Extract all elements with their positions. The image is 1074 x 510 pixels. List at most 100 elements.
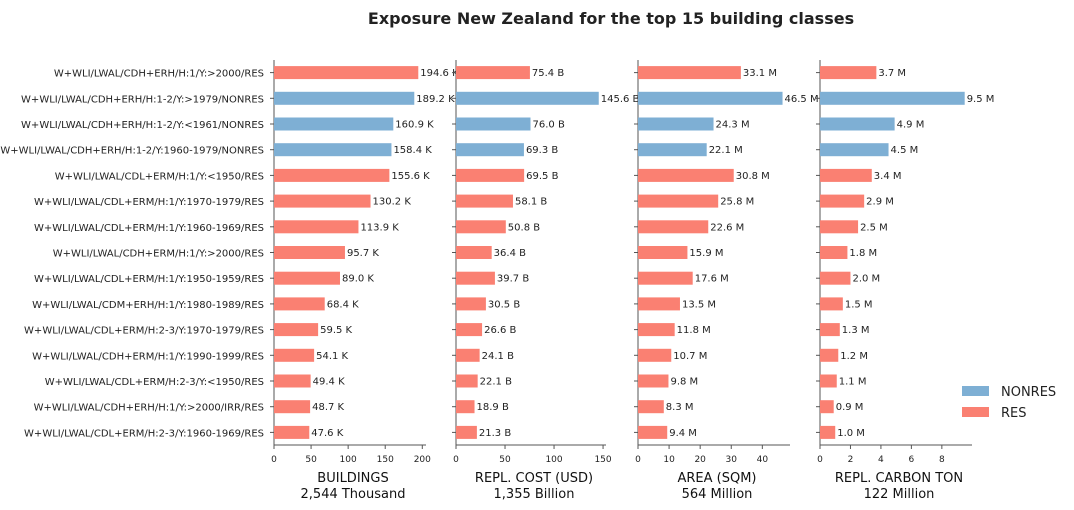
bar — [820, 246, 848, 259]
data-label: 50.8 B — [508, 222, 540, 233]
bar — [274, 400, 311, 414]
category-label: W+WLI/LWAL/CDL+ERM/H:1/Y:1960-1969/RES — [34, 223, 264, 234]
bar — [274, 168, 390, 182]
bar — [638, 246, 688, 259]
bar — [638, 323, 675, 337]
bar — [638, 66, 741, 80]
data-label: 160.9 K — [395, 120, 434, 131]
data-label: 1.1 M — [839, 377, 867, 388]
data-label: 36.4 B — [494, 248, 526, 259]
category-label: W+WLI/LWAL/CDH+ERH/H:1/Y:>2000/IRR/RES — [34, 403, 264, 414]
bar — [820, 425, 836, 439]
x-tick-label: 40 — [757, 455, 769, 465]
data-label: 49.4 K — [313, 377, 345, 388]
data-label: 30.5 B — [488, 299, 520, 310]
category-label: W+WLI/LWAL/CDL+ERM/H:2-3/Y:1970-1979/RES — [24, 326, 264, 337]
panel-3: 33.1 M 46.5 M 24.3 M 22.1 M 30.8 M 25.8 M 22.6… — [634, 60, 819, 502]
x-tick-label: 0 — [635, 455, 641, 465]
bar — [820, 271, 851, 285]
category-label: W+WLI/LWAL/CDH+ERH/H:1-2/Y:1960-1979/NON… — [0, 146, 264, 157]
category-label: W+WLI/LWAL/CDH+ERH/H:1-2/Y:<1961/NONRES — [21, 120, 264, 131]
x-tick-label: 8 — [939, 455, 945, 465]
bar — [274, 374, 311, 388]
data-label: 54.1 K — [316, 351, 348, 362]
legend-label: RES — [1001, 406, 1027, 421]
category-label: W+WLI/LWAL/CDH+ERM/H:1/Y:1990-1999/RES — [32, 351, 264, 362]
data-label: 9.4 M — [669, 428, 697, 439]
bar — [274, 66, 419, 80]
x-tick-label: 200 — [414, 455, 431, 465]
bar — [274, 220, 359, 234]
data-label: 17.6 M — [695, 274, 729, 285]
data-label: 1.3 M — [842, 325, 870, 336]
bar — [820, 297, 843, 311]
x-tick-label: 0 — [271, 455, 277, 465]
bar — [638, 220, 709, 234]
data-label: 189.2 K — [416, 94, 455, 105]
data-label: 69.3 B — [526, 145, 558, 156]
data-label: 24.1 B — [482, 351, 514, 362]
data-label: 22.6 M — [710, 222, 744, 233]
bar — [820, 400, 834, 414]
data-label: 1.5 M — [845, 299, 873, 310]
data-label: 76.0 B — [533, 120, 565, 131]
category-label: W+WLI/LWAL/CDL+ERM/H:2-3/Y:1960-1969/RES — [24, 428, 264, 439]
bar — [638, 297, 680, 311]
panel-2: 75.4 B 145.6 B 76.0 B 69.3 B 69.5 B 58.1 B 50.… — [452, 60, 640, 502]
data-label: 9.8 M — [670, 377, 698, 388]
x-tick-label: 150 — [594, 455, 611, 465]
data-label: 8.3 M — [666, 402, 694, 413]
data-label: 68.4 K — [327, 299, 359, 310]
data-label: 21.3 B — [479, 428, 511, 439]
data-label: 2.9 M — [866, 197, 894, 208]
x-tick-label: 30 — [726, 455, 738, 465]
bar — [274, 271, 340, 285]
data-label: 194.6 K — [420, 68, 459, 79]
bar — [456, 271, 495, 285]
bar — [820, 66, 877, 80]
x-tick-label: 6 — [909, 455, 915, 465]
bar — [638, 348, 672, 362]
bar — [456, 168, 525, 182]
bar — [274, 323, 319, 337]
bar — [456, 400, 475, 414]
data-label: 95.7 K — [347, 248, 379, 259]
data-label: 24.3 M — [716, 120, 750, 131]
bar — [820, 143, 889, 157]
bar — [456, 348, 480, 362]
bar — [820, 117, 895, 131]
bar — [638, 117, 714, 131]
data-label: 2.5 M — [860, 222, 888, 233]
data-label: 58.1 B — [515, 197, 547, 208]
bar — [820, 348, 839, 362]
bar — [274, 425, 310, 439]
data-label: 30.8 M — [736, 171, 770, 182]
x-tick-label: 100 — [545, 455, 562, 465]
bar — [638, 400, 664, 414]
bar — [456, 91, 599, 105]
data-label: 158.4 K — [393, 145, 432, 156]
category-label: W+WLI/LWAL/CDL+ERM/H:1/Y:1970-1979/RES — [34, 197, 264, 208]
data-label: 69.5 B — [526, 171, 558, 182]
data-label: 2.0 M — [852, 274, 880, 285]
bar — [274, 246, 345, 259]
x-tick-label: 100 — [340, 455, 357, 465]
data-label: 89.0 K — [342, 274, 374, 285]
panel-4: 3.7 M 9.5 M 4.9 M 4.5 M 3.4 M 2.9 M 2.5 M 1.8 M… — [816, 60, 994, 502]
bar — [274, 348, 315, 362]
data-label: 4.9 M — [897, 120, 925, 131]
data-label: 145.6 B — [601, 94, 640, 105]
bar — [820, 91, 965, 105]
legend: NONRES RES — [962, 385, 1056, 421]
category-label: W+WLI/LWAL/CDM+ERH/H:1/Y:1980-1989/RES — [32, 300, 264, 311]
x-axis-total: 2,544 Thousand — [301, 487, 406, 502]
data-label: 3.7 M — [878, 68, 906, 79]
bar — [456, 425, 477, 439]
legend-swatch — [962, 386, 989, 396]
data-label: 15.9 M — [689, 248, 723, 259]
data-label: 1.8 M — [849, 248, 877, 259]
bar — [638, 168, 734, 182]
bar — [456, 117, 531, 131]
x-tick-label: 50 — [499, 455, 511, 465]
